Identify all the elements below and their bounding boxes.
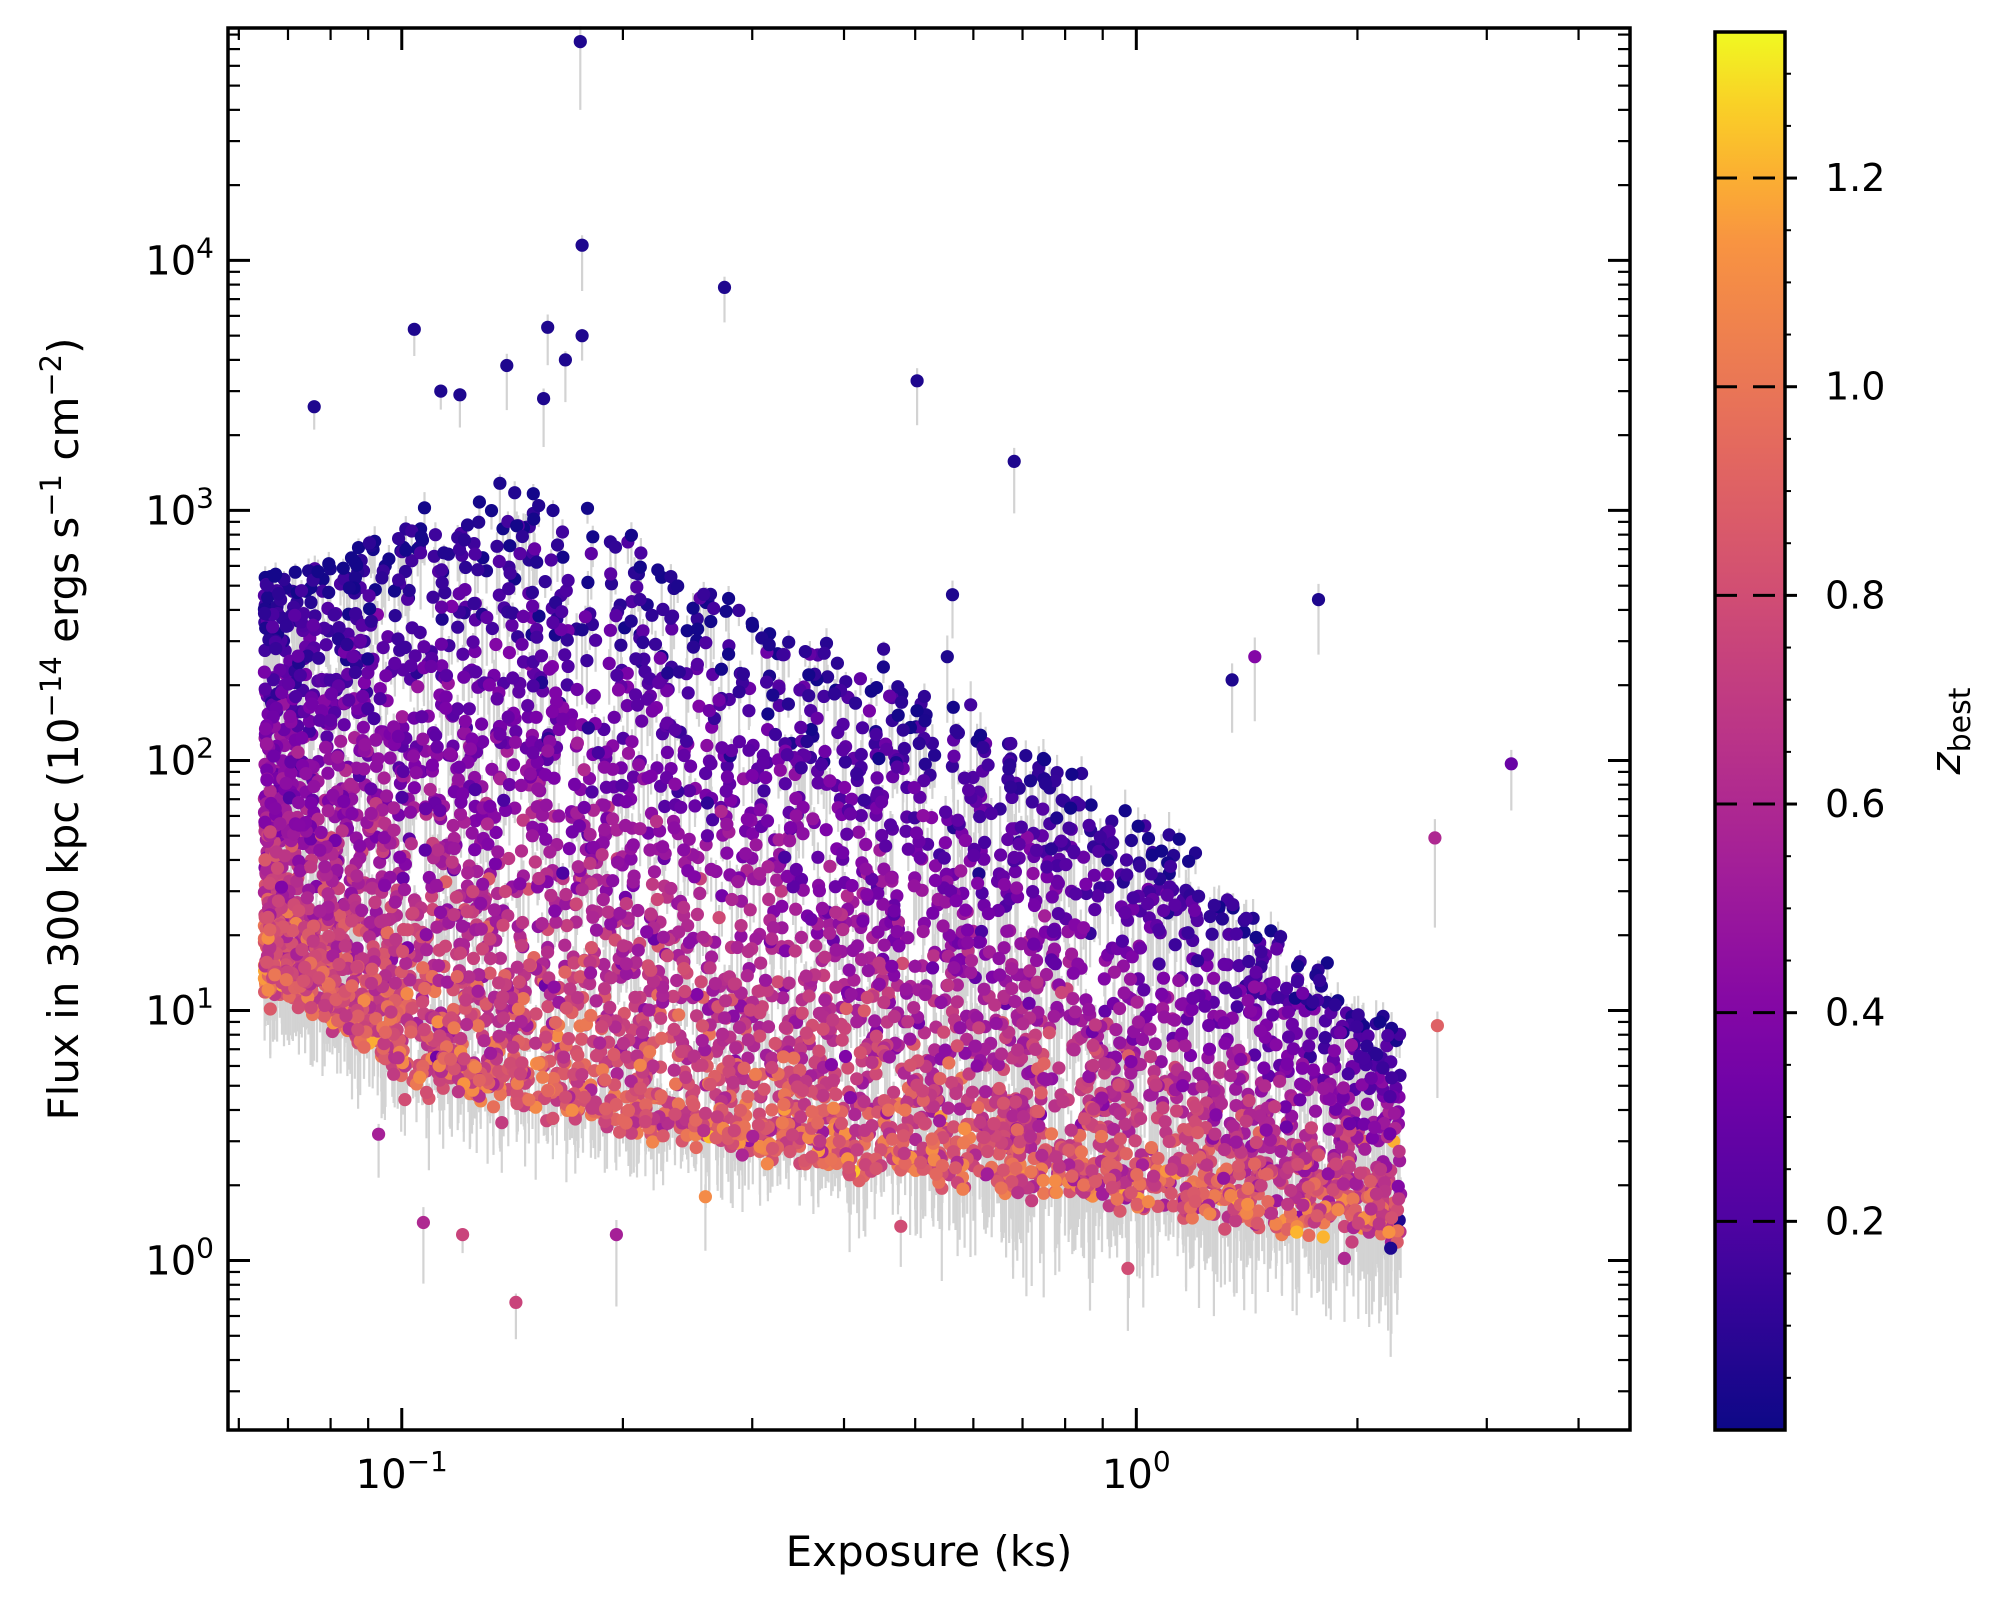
chart: 10−1 100100101102103104Exposure (ks)Flux …: [34, 26, 1978, 1576]
